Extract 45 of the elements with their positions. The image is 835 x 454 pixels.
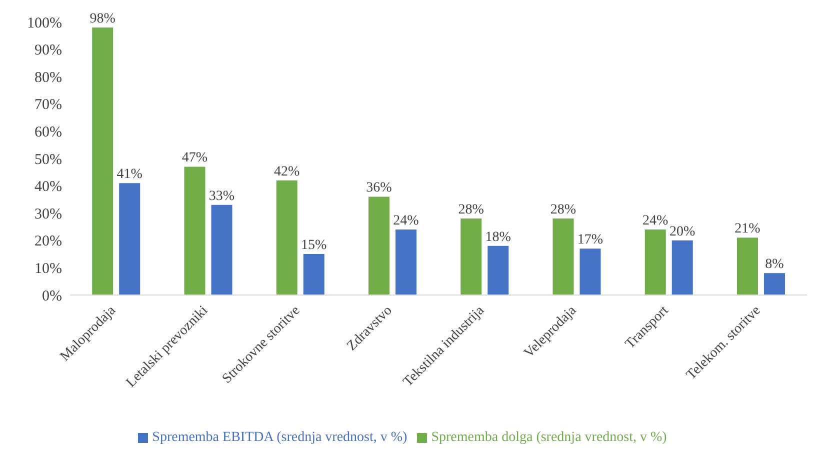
bar (276, 180, 298, 295)
bar (92, 27, 114, 295)
bar (644, 229, 666, 295)
bar (580, 248, 601, 295)
data-label: 98% (90, 11, 116, 26)
bar (303, 254, 324, 295)
bar (395, 229, 416, 295)
bar (736, 238, 758, 295)
data-label: 36% (366, 180, 392, 196)
y-tick-label: 70% (34, 97, 62, 114)
y-tick-label: 30% (34, 206, 62, 222)
data-label: 47% (182, 150, 208, 166)
data-label: 24% (642, 213, 669, 228)
data-label: 28% (458, 202, 484, 218)
bar (119, 183, 140, 295)
data-label: 15% (301, 238, 328, 254)
data-label: 24% (393, 213, 420, 228)
y-tick-label: 10% (34, 261, 62, 278)
data-label: 28% (550, 202, 576, 218)
data-label: 17% (577, 232, 604, 248)
y-tick-label: 0% (42, 288, 62, 304)
bar (552, 218, 574, 295)
data-label: 18% (485, 230, 512, 245)
data-label: 20% (670, 224, 696, 240)
data-label: 42% (274, 164, 300, 180)
bar (460, 218, 482, 295)
data-label: 41% (116, 167, 143, 182)
y-tick-label: 50% (34, 152, 62, 168)
bar (184, 166, 206, 295)
legend-label: Sprememba EBITDA (srednja vrednost, v %) (152, 430, 408, 445)
y-tick-label: 100% (27, 15, 62, 32)
bar (488, 246, 509, 295)
bar (672, 240, 693, 295)
bar (764, 273, 785, 295)
y-tick-label: 80% (34, 70, 62, 86)
data-label: 8% (765, 257, 784, 272)
data-label: 33% (208, 188, 235, 204)
bar (211, 204, 232, 295)
y-tick-label: 90% (34, 42, 62, 59)
legend-label: Sprememba dolga (srednja vrednost, v %) (431, 430, 667, 445)
data-label: 21% (734, 222, 761, 237)
y-tick-label: 20% (34, 234, 62, 250)
bar (368, 196, 390, 295)
y-tick-label: 60% (34, 124, 62, 141)
y-tick-label: 40% (34, 179, 62, 196)
